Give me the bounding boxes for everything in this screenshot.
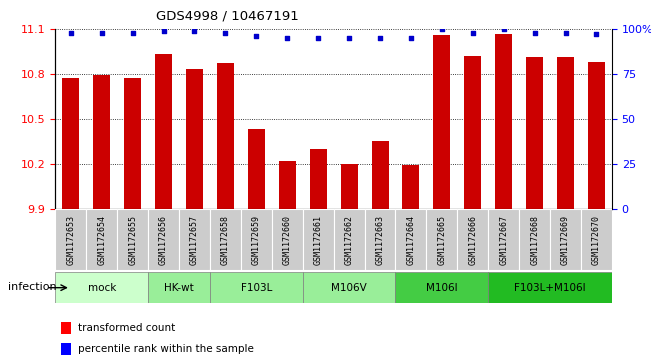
Bar bbox=[248, 129, 265, 209]
Bar bbox=[124, 78, 141, 209]
Point bbox=[375, 35, 385, 41]
Point bbox=[313, 35, 324, 41]
Text: HK-wt: HK-wt bbox=[164, 283, 194, 293]
Bar bbox=[588, 62, 605, 209]
Bar bbox=[148, 272, 210, 303]
Bar bbox=[488, 209, 519, 270]
Bar bbox=[241, 209, 271, 270]
Point bbox=[128, 30, 138, 36]
Text: GSM1172656: GSM1172656 bbox=[159, 215, 168, 265]
Text: F103L+M106I: F103L+M106I bbox=[514, 283, 586, 293]
Bar bbox=[372, 141, 389, 209]
Text: GSM1172662: GSM1172662 bbox=[344, 215, 353, 265]
Text: GSM1172667: GSM1172667 bbox=[499, 215, 508, 265]
Text: F103L: F103L bbox=[241, 283, 272, 293]
Text: M106V: M106V bbox=[331, 283, 367, 293]
Bar bbox=[62, 78, 79, 209]
Point bbox=[66, 30, 76, 36]
Bar bbox=[117, 209, 148, 270]
Point bbox=[499, 26, 509, 32]
Bar bbox=[210, 272, 303, 303]
Bar bbox=[186, 69, 203, 209]
Bar bbox=[581, 209, 612, 270]
Point bbox=[96, 30, 107, 36]
Point bbox=[561, 30, 571, 36]
Point bbox=[189, 28, 200, 34]
Bar bbox=[210, 209, 241, 270]
Point bbox=[406, 35, 416, 41]
Bar bbox=[526, 57, 543, 209]
Point bbox=[591, 32, 602, 37]
Text: GSM1172663: GSM1172663 bbox=[376, 215, 385, 265]
Bar bbox=[55, 272, 148, 303]
Text: GSM1172660: GSM1172660 bbox=[283, 215, 292, 265]
Bar bbox=[557, 57, 574, 209]
Point bbox=[158, 28, 169, 34]
Bar bbox=[86, 209, 117, 270]
Text: GSM1172666: GSM1172666 bbox=[468, 215, 477, 265]
Bar bbox=[93, 76, 110, 209]
Bar bbox=[402, 165, 419, 209]
Point bbox=[467, 30, 478, 36]
Text: GSM1172658: GSM1172658 bbox=[221, 215, 230, 265]
Text: GSM1172669: GSM1172669 bbox=[561, 215, 570, 265]
Bar bbox=[395, 272, 488, 303]
Bar bbox=[303, 209, 333, 270]
Text: GSM1172668: GSM1172668 bbox=[530, 215, 539, 265]
Bar bbox=[333, 209, 365, 270]
Bar bbox=[519, 209, 550, 270]
Text: transformed count: transformed count bbox=[77, 323, 175, 333]
Bar bbox=[271, 209, 303, 270]
Bar bbox=[279, 161, 296, 209]
Text: GSM1172670: GSM1172670 bbox=[592, 215, 601, 265]
Point bbox=[251, 33, 262, 39]
Text: GSM1172654: GSM1172654 bbox=[97, 215, 106, 265]
Point bbox=[437, 26, 447, 32]
Bar bbox=[488, 272, 612, 303]
Bar bbox=[217, 64, 234, 209]
Bar bbox=[457, 209, 488, 270]
Text: GSM1172657: GSM1172657 bbox=[190, 215, 199, 265]
Text: GSM1172659: GSM1172659 bbox=[252, 215, 261, 265]
Bar bbox=[340, 164, 357, 209]
Bar bbox=[155, 54, 172, 209]
Bar bbox=[395, 209, 426, 270]
Bar bbox=[495, 33, 512, 209]
Bar bbox=[464, 56, 481, 209]
Bar bbox=[61, 343, 71, 355]
Text: percentile rank within the sample: percentile rank within the sample bbox=[77, 344, 253, 354]
Bar bbox=[426, 209, 457, 270]
Text: GSM1172665: GSM1172665 bbox=[437, 215, 447, 265]
Point bbox=[529, 30, 540, 36]
Text: GSM1172664: GSM1172664 bbox=[406, 215, 415, 265]
Bar bbox=[310, 149, 327, 209]
Text: infection: infection bbox=[8, 282, 57, 293]
Bar bbox=[179, 209, 210, 270]
Text: M106I: M106I bbox=[426, 283, 458, 293]
Bar bbox=[61, 322, 71, 334]
Point bbox=[220, 30, 230, 36]
Text: GSM1172661: GSM1172661 bbox=[314, 215, 323, 265]
Bar bbox=[303, 272, 395, 303]
Bar bbox=[55, 209, 86, 270]
Point bbox=[282, 35, 292, 41]
Bar bbox=[365, 209, 395, 270]
Text: GSM1172655: GSM1172655 bbox=[128, 215, 137, 265]
Text: GSM1172653: GSM1172653 bbox=[66, 215, 76, 265]
Text: mock: mock bbox=[87, 283, 116, 293]
Point bbox=[344, 35, 354, 41]
Bar bbox=[550, 209, 581, 270]
Bar bbox=[434, 35, 450, 209]
Text: GDS4998 / 10467191: GDS4998 / 10467191 bbox=[156, 9, 299, 22]
Bar bbox=[148, 209, 179, 270]
